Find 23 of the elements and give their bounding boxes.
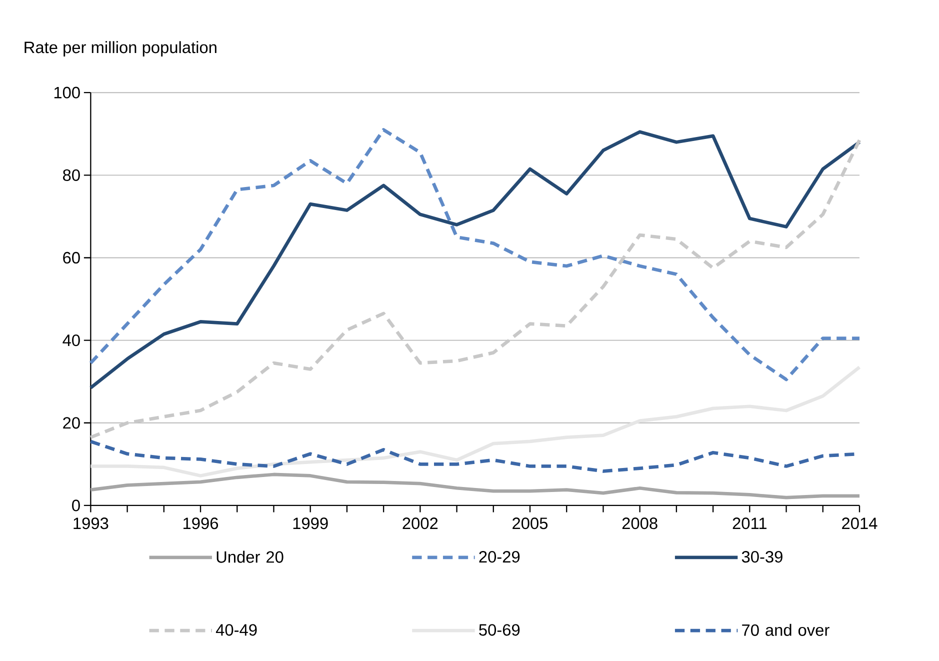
x-tick-label: 1996 bbox=[184, 518, 218, 530]
y-tick-label: 60 bbox=[63, 252, 80, 264]
x-tick-label: 2011 bbox=[732, 518, 766, 530]
x-tick-label: 2008 bbox=[622, 518, 658, 530]
x-tick-label: 1999 bbox=[293, 518, 328, 530]
legend-label: 20-29 bbox=[479, 551, 520, 563]
legend-label: 30-39 bbox=[742, 551, 782, 563]
y-tick-label: 80 bbox=[63, 169, 80, 182]
y-tick-label: 100 bbox=[54, 86, 80, 99]
y-axis-title: Rate per million population bbox=[24, 41, 216, 57]
line-series bbox=[88, 138, 862, 440]
x-tick-label: 2005 bbox=[512, 518, 548, 530]
x-tick-label: 2014 bbox=[842, 518, 878, 530]
legend-label: 70 and over bbox=[742, 624, 830, 636]
x-tick-label: 1993 bbox=[74, 518, 108, 530]
legend-label: 50-69 bbox=[479, 624, 520, 636]
y-tick-label: 20 bbox=[63, 417, 80, 429]
line-series bbox=[88, 366, 862, 478]
y-tick-label: 0 bbox=[72, 500, 80, 512]
x-tick-label: 2002 bbox=[402, 518, 438, 530]
y-tick-label: 40 bbox=[62, 334, 80, 346]
legend-label: Under 20 bbox=[216, 550, 284, 563]
legend-label: 40-49 bbox=[216, 624, 257, 636]
